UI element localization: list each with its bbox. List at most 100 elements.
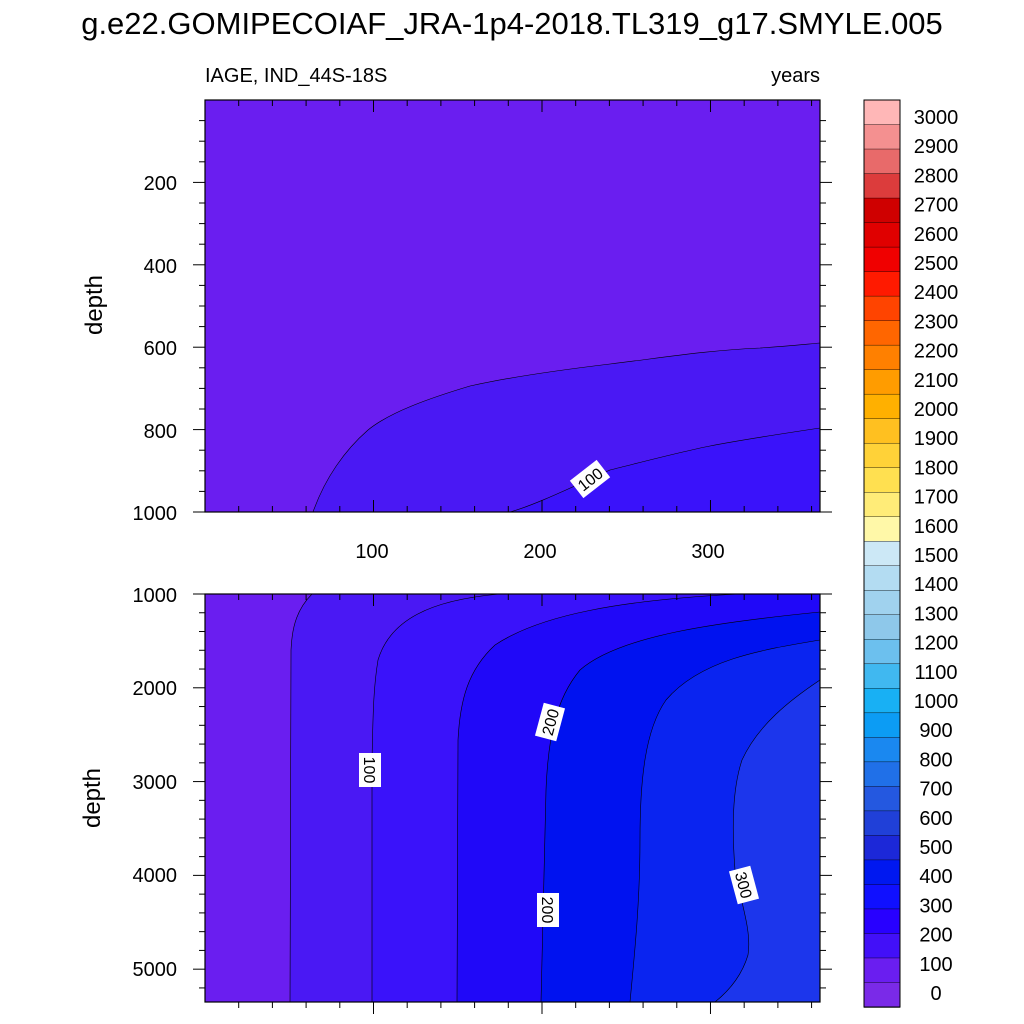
colorbar-swatch <box>863 393 901 420</box>
upper-x-tick-label: 200 <box>523 541 556 563</box>
colorbar-swatch <box>863 173 901 199</box>
colorbar-label: 600 <box>919 808 952 830</box>
colorbar-swatch <box>863 737 901 763</box>
lower-y-tick-label: 3000 <box>133 772 178 794</box>
colorbar-label: 2200 <box>914 341 959 363</box>
lower-contour-label-300: 300 <box>728 865 760 905</box>
colorbar-swatch <box>863 295 901 322</box>
colorbar-label: 0 <box>930 983 941 1005</box>
left-string: IAGE, IND_44S-18S <box>205 65 387 87</box>
colorbar-label: 2900 <box>914 136 959 158</box>
svg-text:100: 100 <box>360 757 377 784</box>
colorbar-swatch <box>863 688 901 714</box>
colorbar-label: 1900 <box>914 428 959 450</box>
colorbar-swatch <box>863 492 901 518</box>
colorbar-swatch <box>863 933 901 959</box>
colorbar-swatch <box>863 663 901 690</box>
colorbar-label: 2800 <box>914 165 959 187</box>
colorbar-swatch <box>863 761 901 788</box>
svg-text:200: 200 <box>538 897 555 924</box>
upper-y-tick-label: 600 <box>144 338 177 360</box>
colorbar-label: 2500 <box>914 253 959 275</box>
colorbar-swatch <box>863 418 901 444</box>
colorbar-label: 2100 <box>914 370 959 392</box>
lower-contour-label-200a: 200 <box>534 702 566 742</box>
colorbar-label: 3000 <box>914 107 959 129</box>
colorbar-swatch <box>863 246 901 273</box>
colorbar-label: 200 <box>919 925 952 947</box>
lower-y-tick-label: 4000 <box>133 865 178 887</box>
upper-x-tick-labels: 100 200 300 <box>355 541 724 563</box>
colorbar-swatch <box>863 442 901 469</box>
lower-contour-fills <box>205 594 820 1002</box>
colorbar-label: 1400 <box>914 574 959 596</box>
colorbar-swatch <box>863 859 901 886</box>
colorbar-label: 1800 <box>914 457 959 479</box>
colorbar-swatch <box>863 541 901 567</box>
colorbar-swatch <box>863 197 901 224</box>
colorbar-label: 300 <box>919 895 952 917</box>
colorbar-label: 2400 <box>914 282 959 304</box>
lower-y-tick-label: 2000 <box>133 678 178 700</box>
colorbar-label: 1700 <box>914 487 959 509</box>
upper-y-tick-label: 200 <box>144 173 177 195</box>
colorbar-frame <box>863 99 901 1008</box>
upper-y-tick-label: 1000 <box>133 503 178 525</box>
colorbar-swatch <box>863 786 901 812</box>
colorbar-labels: 3000290028002700260025002400230022002100… <box>914 107 959 1005</box>
colorbar-label: 500 <box>919 837 952 859</box>
colorbar-label: 400 <box>919 866 952 888</box>
colorbar-swatch <box>863 124 901 150</box>
colorbar-swatch <box>863 99 901 126</box>
colorbar-swatch <box>863 222 901 248</box>
colorbar-swatch <box>863 639 901 665</box>
lower-y-axis-label: depth <box>79 768 106 828</box>
colorbar-label: 2000 <box>914 399 959 421</box>
figure-title: g.e22.GOMIPECOIAF_JRA-1p4-2018.TL319_g17… <box>81 6 943 41</box>
colorbar-swatch <box>863 271 901 297</box>
lower-panel-frame <box>204 593 821 1003</box>
colorbar-label: 1200 <box>914 633 959 655</box>
lower-contour-label-100: 100 <box>359 753 381 787</box>
colorbar-swatch <box>863 957 901 984</box>
colorbar-label: 1500 <box>914 545 959 567</box>
right-string: years <box>771 65 820 87</box>
colorbar-swatch <box>863 590 901 616</box>
colorbar-swatch <box>863 884 901 910</box>
colorbar-label: 2600 <box>914 224 959 246</box>
colorbar-swatch <box>863 835 901 861</box>
colorbar-swatch <box>863 320 901 346</box>
lower-contour-label-200b: 200 <box>537 893 559 927</box>
colorbar-swatch <box>863 565 901 591</box>
colorbar-swatch <box>863 908 901 935</box>
upper-y-axis-label: depth <box>81 275 108 335</box>
colorbar-swatch <box>863 369 901 395</box>
colorbar-label: 700 <box>919 779 952 801</box>
lower-y-tick-label: 1000 <box>133 585 178 607</box>
colorbar-label: 100 <box>919 954 952 976</box>
colorbar-swatch <box>863 614 901 640</box>
upper-y-tick-label: 800 <box>144 421 177 443</box>
colorbar <box>863 99 901 1008</box>
lower-y-tick-label: 5000 <box>133 959 178 981</box>
svg-text:300: 300 <box>731 870 754 900</box>
colorbar-label: 800 <box>919 749 952 771</box>
colorbar-label: 1600 <box>914 516 959 538</box>
colorbar-label: 1000 <box>914 691 959 713</box>
colorbar-swatch <box>863 516 901 542</box>
colorbar-label: 1300 <box>914 603 959 625</box>
colorbar-swatch <box>863 148 901 175</box>
lower-axis-ticks <box>193 593 832 1014</box>
colorbar-swatch <box>863 712 901 739</box>
colorbar-label: 900 <box>919 720 952 742</box>
upper-y-tick-label: 400 <box>144 256 177 278</box>
colorbar-label: 1100 <box>914 662 957 684</box>
colorbar-swatch <box>863 982 901 1008</box>
upper-x-tick-label: 300 <box>691 541 724 563</box>
svg-text:200: 200 <box>540 707 563 737</box>
upper-x-tick-label: 100 <box>355 541 388 563</box>
colorbar-label: 2700 <box>914 195 959 217</box>
lower-y-tick-labels: 1000 2000 3000 4000 5000 <box>133 585 178 981</box>
upper-axis-ticks <box>193 100 832 513</box>
